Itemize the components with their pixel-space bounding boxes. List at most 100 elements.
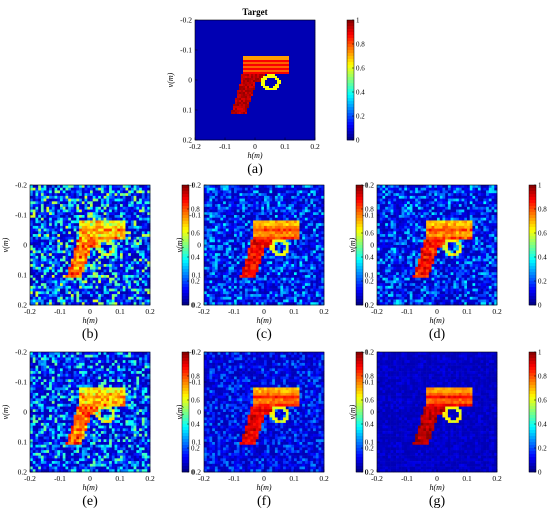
y-tick-label: 0.2: [18, 301, 28, 310]
colorbar: 00.20.40.60.81: [181, 182, 200, 310]
heatmap-cells: [30, 352, 151, 473]
y-tick-label: -0.1: [189, 211, 201, 220]
colorbar-tick-label: 1: [538, 349, 542, 357]
y-tick-label: 0: [23, 241, 27, 250]
y-tick-label: 0.2: [365, 301, 375, 310]
colorbar-tick-label: 0: [538, 469, 542, 477]
x-tick-label: -0.1: [228, 307, 240, 316]
heatmap-panel-d: -0.2 -0.1 0 0.1 0.2 -0.2 -0.1 0 0.1 0.2 h(m) v(m) 0 0…: [348, 181, 547, 326]
colorbar: 00.20.40.60.81: [355, 349, 374, 477]
heatmap-panel-a: Target -0.2 -0.1 0 0.1 0.2 -0.2 -0.1 0 0.1 0.2 h(m)…: [166, 7, 365, 160]
x-tick-label: 0: [253, 142, 257, 151]
colorbar-tick-label: 0.2: [191, 278, 200, 286]
panel-caption-d: (d): [428, 327, 446, 342]
colorbar-tick-label: 0.8: [538, 206, 547, 214]
x-tick-label: -0.1: [219, 142, 231, 151]
y-tick-label: 0.1: [365, 438, 375, 447]
x-tick-label: 0.2: [310, 142, 320, 151]
x-tick-label: 0.1: [280, 142, 290, 151]
y-tick-label: 0: [197, 241, 201, 250]
colorbar-tick-label: 0.2: [365, 445, 374, 453]
colorbar-tick-label: 0.2: [538, 445, 547, 453]
x-tick-label: 0.1: [462, 474, 472, 483]
y-axis-label: v(m): [175, 237, 184, 252]
y-tick-label: -0.1: [180, 46, 192, 55]
y-tick-label: 0.1: [18, 438, 28, 447]
x-tick-label: -0.1: [54, 474, 66, 483]
y-tick-label: 0: [197, 408, 201, 417]
x-tick-label: 0.1: [115, 307, 125, 316]
y-tick-label: -0.1: [362, 378, 374, 387]
x-tick-label: 0: [88, 474, 92, 483]
heatmap-cells: [30, 185, 151, 306]
y-tick-label: 0.2: [365, 468, 375, 477]
y-axis-label: v(m): [166, 72, 175, 87]
y-axis-label: v(m): [175, 404, 184, 419]
colorbar: 00.20.40.60.81: [181, 349, 200, 477]
colorbar-tick-label: 0.8: [356, 41, 365, 49]
heatmap-svg-e: -0.2 -0.1 0 0.1 0.2-0.2-0.100.10.2h(m)v(m)00…: [1, 348, 200, 493]
colorbar-tick-label: 0.6: [356, 65, 365, 73]
x-tick-label: 0.2: [492, 307, 502, 316]
heatmap-panel-c: -0.2 -0.1 0 0.1 0.2 -0.2 -0.1 0 0.1 0.2 h(m) v(m) 0 0…: [175, 181, 374, 326]
x-tick-label: -0.1: [54, 307, 66, 316]
y-tick-label: -0.2: [362, 348, 374, 357]
colorbar-tick-label: 0.2: [538, 278, 547, 286]
x-tick-label: -0.1: [401, 307, 413, 316]
x-tick-label: -0.2: [24, 474, 36, 483]
y-tick-label: 0.2: [183, 136, 193, 145]
colorbar: 00.20.40.60.81: [528, 349, 547, 477]
colorbar-tick-label: 0.4: [365, 421, 374, 429]
colorbar-tick-label: 0: [365, 469, 369, 477]
colorbar-tick-label: 0.6: [365, 397, 374, 405]
x-tick-label: -0.1: [401, 474, 413, 483]
x-axis-label: h(m): [429, 316, 444, 325]
x-tick-label: -0.2: [198, 307, 210, 316]
x-axis-label: h(m): [247, 151, 262, 160]
colorbar-tick-label: 0.4: [538, 421, 547, 429]
heatmap-panel-g: -0.2 -0.1 0 0.1 0.2 -0.2 -0.1 0 0.1 0.2 h(m) v(m) 0 0…: [348, 348, 547, 493]
y-tick-label: -0.1: [15, 378, 27, 387]
panel-caption-g: (g): [428, 494, 446, 509]
colorbar-tick-label: 0: [365, 302, 369, 310]
y-tick-label: -0.1: [189, 378, 201, 387]
x-tick-label: 0.1: [462, 307, 472, 316]
colorbar: 00.20.40.60.81: [346, 17, 365, 145]
heatmap-svg-f: -0.2 -0.1 0 0.1 0.2-0.2-0.100.10.2h(m)v(m)00…: [175, 348, 374, 493]
panel-caption-b: (b): [81, 327, 99, 342]
x-tick-label: 0: [262, 307, 266, 316]
x-tick-label: -0.2: [189, 142, 201, 151]
heatmap-cells: [204, 185, 325, 306]
x-tick-label: 0.2: [319, 307, 329, 316]
panel-caption-c: (c): [256, 327, 272, 342]
colorbar-tick-label: 0.8: [365, 373, 374, 381]
colorbar-tick-label: 1: [538, 182, 542, 190]
heatmap-panel-e: -0.2 -0.1 0 0.1 0.2 -0.2 -0.1 0 0.1 0.2 h(m) v(m) 0 0…: [1, 348, 200, 493]
colorbar-tick-label: 0.6: [365, 230, 374, 238]
heatmap-cells: [377, 185, 498, 306]
y-tick-label: -0.2: [15, 348, 27, 357]
x-tick-label: -0.2: [371, 307, 383, 316]
y-tick-label: -0.2: [362, 181, 374, 190]
y-axis-label: v(m): [348, 237, 357, 252]
colorbar-tick-label: 0.8: [191, 373, 200, 381]
heatmap-cells: [195, 20, 316, 141]
x-tick-label: 0: [435, 474, 439, 483]
colorbar-tick-label: 0.8: [365, 206, 374, 214]
colorbar-tick-label: 0: [356, 137, 360, 145]
y-tick-label: 0.1: [192, 438, 202, 447]
x-tick-label: -0.2: [371, 474, 383, 483]
colorbar: 00.20.40.60.81: [355, 182, 374, 310]
y-tick-label: -0.2: [189, 348, 201, 357]
y-axis-label: v(m): [1, 404, 10, 419]
y-tick-label: 0: [188, 76, 192, 85]
x-tick-label: 0.1: [289, 307, 299, 316]
colorbar-tick-label: 0.2: [365, 278, 374, 286]
colorbar-tick-label: 0.6: [191, 230, 200, 238]
colorbar-tick-label: 0.6: [538, 397, 547, 405]
panel-caption-f: (f): [257, 494, 271, 509]
panel-caption-e: (e): [82, 494, 98, 509]
colorbar-tick-label: 0.4: [191, 421, 200, 429]
colorbar-tick-label: 0.2: [191, 445, 200, 453]
colorbar-tick-label: 0.4: [365, 254, 374, 262]
